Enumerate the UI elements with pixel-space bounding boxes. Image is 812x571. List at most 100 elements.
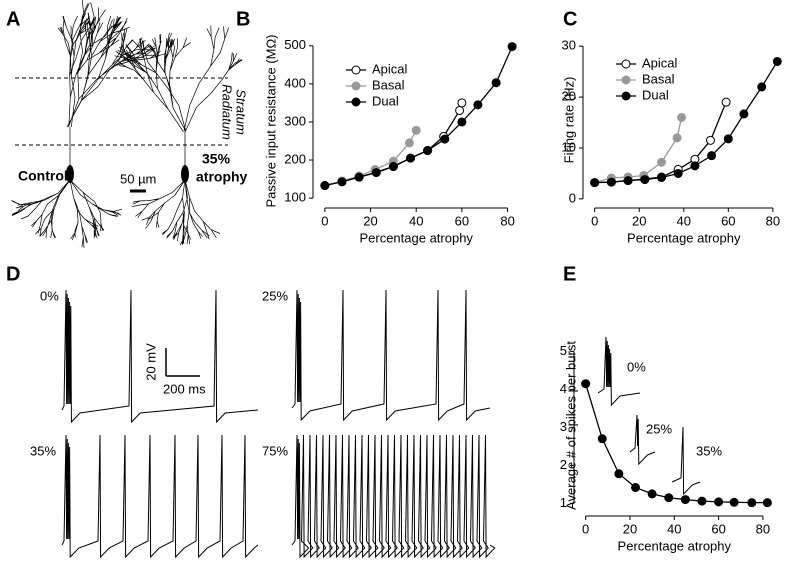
dendrites (114, 25, 243, 246)
legend-marker (621, 59, 631, 69)
x-tick-label: 20 (632, 213, 646, 228)
series-line (324, 130, 417, 187)
soma (66, 165, 74, 183)
data-point (664, 493, 674, 503)
data-point (640, 175, 650, 185)
x-tick-label: 80 (500, 213, 514, 228)
trace-label: 35% (30, 443, 56, 458)
data-point (677, 112, 687, 122)
y-tick-label: 500 (284, 37, 306, 52)
panel-label: B (236, 8, 250, 30)
scale-label: 50 µm (120, 171, 156, 186)
legend-label: Basal (642, 71, 675, 86)
panel-label: E (563, 263, 576, 285)
panel-label: D (6, 263, 20, 285)
data-point (739, 109, 749, 119)
data-point (388, 161, 398, 171)
data-point (721, 97, 731, 107)
y-tick-label: 200 (284, 151, 306, 166)
x-tick-label: 80 (756, 521, 770, 536)
legend-marker (351, 81, 361, 91)
data-point (507, 42, 517, 52)
data-point (606, 177, 616, 187)
x-tick-label: 60 (721, 213, 735, 228)
dendrites (11, 0, 165, 248)
condition-label: Control (18, 168, 68, 184)
legend-marker (621, 91, 631, 101)
data-point (404, 138, 414, 148)
y-axis-label: Passive input resistance (MΩ) (263, 35, 278, 208)
annotation: 0% (627, 359, 646, 374)
data-point (320, 181, 330, 191)
data-point (647, 489, 657, 499)
data-point (673, 168, 683, 178)
y-tick-label: 30 (562, 38, 576, 53)
condition-label: atrophy (196, 169, 248, 185)
soma (181, 165, 189, 183)
y-tick-label: 20 (562, 89, 576, 104)
y-axis-label: Firing rate (Hz) (561, 77, 576, 164)
data-point (423, 146, 433, 156)
trace-label: 75% (262, 443, 288, 458)
data-point (631, 482, 641, 492)
voltage-trace (61, 434, 259, 559)
data-point (473, 100, 483, 110)
data-point (680, 495, 690, 505)
series-line (324, 102, 463, 187)
data-point (371, 168, 381, 178)
data-point (706, 135, 715, 145)
x-tick-label: 40 (677, 213, 691, 228)
data-point (723, 134, 733, 144)
layer-label: Radiatum (220, 84, 235, 140)
data-point (657, 157, 666, 167)
voltage-trace (291, 434, 496, 559)
data-point (457, 98, 467, 108)
x-axis-label: Percentage atrophy (618, 538, 732, 553)
data-point (455, 106, 465, 116)
data-point (697, 496, 707, 506)
legend-label: Apical (372, 61, 408, 76)
x-tick-label: 40 (667, 521, 681, 536)
data-point (714, 497, 724, 507)
x-tick-label: 60 (711, 521, 725, 536)
legend-label: Apical (642, 55, 678, 70)
x-tick-label: 60 (455, 213, 469, 228)
condition-label: 35% (202, 151, 231, 167)
x-axis-label: Percentage atrophy (627, 230, 741, 245)
panel-label: A (6, 8, 20, 30)
voltage-trace (61, 289, 259, 424)
data-point (707, 151, 717, 161)
trace-label: 0% (40, 288, 59, 303)
y-axis-label: Average # of spikes per burst (563, 341, 578, 510)
data-point (411, 125, 421, 135)
data-point (457, 117, 467, 127)
voltage-trace (629, 414, 656, 466)
data-point (672, 133, 682, 143)
data-point (590, 178, 600, 188)
voltage-trace (597, 336, 641, 407)
x-tick-label: 20 (363, 213, 377, 228)
voltage-trace (671, 426, 701, 496)
x-tick-label: 80 (766, 213, 780, 228)
data-point (354, 172, 364, 182)
data-point (491, 78, 501, 88)
y-tick-label: 0 (569, 190, 576, 205)
y-tick-label: 5 (560, 343, 567, 358)
legend-label: Dual (372, 93, 399, 108)
x-tick-label: 0 (321, 213, 328, 228)
data-point (337, 177, 347, 187)
data-point (657, 173, 666, 183)
scale-label: 20 mV (143, 343, 158, 381)
legend-marker (351, 97, 361, 107)
data-point (690, 161, 700, 171)
data-point (597, 434, 607, 444)
y-tick-label: 100 (284, 190, 306, 205)
data-point (747, 498, 757, 508)
data-point (623, 176, 633, 186)
scale-label: 200 ms (163, 381, 206, 396)
series-line (594, 117, 683, 184)
y-tick-label: 3 (560, 419, 567, 434)
panel-label: C (563, 8, 577, 30)
data-point (757, 82, 767, 92)
